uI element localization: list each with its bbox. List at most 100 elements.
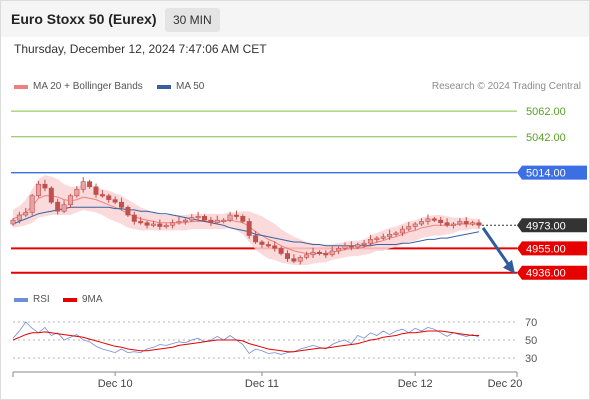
candle-body bbox=[444, 222, 450, 226]
legend-rsi: RSI bbox=[14, 294, 50, 305]
x-tick-label: Dec 11 bbox=[245, 378, 279, 390]
candle bbox=[304, 251, 310, 260]
candle bbox=[10, 218, 16, 226]
candle-body bbox=[355, 244, 361, 248]
candle-body bbox=[304, 254, 310, 258]
candle bbox=[221, 218, 227, 224]
price-tag-label: 5062.00 bbox=[526, 106, 566, 118]
legend-rsi-ma-label: 9MA bbox=[82, 294, 103, 305]
candle-body bbox=[399, 228, 405, 234]
legend-rsi-ma: 9MA bbox=[63, 294, 103, 305]
candle-body bbox=[189, 217, 195, 221]
candle-body bbox=[48, 187, 54, 203]
candle bbox=[176, 216, 182, 225]
rsi-ma-swatch bbox=[63, 297, 77, 302]
timestamp: Thursday, December 12, 2024 7:47:06 AM C… bbox=[14, 42, 267, 56]
candle-body bbox=[246, 221, 252, 236]
candle bbox=[157, 219, 163, 230]
rsi-swatch bbox=[14, 297, 28, 302]
candle bbox=[170, 219, 176, 229]
candle bbox=[425, 214, 431, 225]
candle bbox=[138, 216, 144, 225]
candle bbox=[476, 219, 482, 229]
price-tag-bg bbox=[517, 265, 587, 280]
candle bbox=[202, 214, 208, 223]
price-tag-5042.00: 5042.00 bbox=[526, 132, 566, 144]
projection-arrow bbox=[481, 226, 512, 268]
ma20-line bbox=[12, 195, 479, 254]
candle bbox=[36, 181, 42, 198]
candle-body bbox=[182, 219, 188, 222]
candle-body bbox=[463, 221, 469, 225]
candle bbox=[291, 254, 297, 264]
candle-body bbox=[150, 223, 156, 226]
candle-body bbox=[425, 218, 431, 222]
candle bbox=[272, 241, 278, 252]
candle-body bbox=[93, 186, 99, 195]
candle-body bbox=[112, 199, 118, 203]
x-tick-label: Dec 10 bbox=[98, 378, 133, 390]
candle bbox=[342, 242, 348, 251]
candle-body bbox=[406, 226, 412, 230]
interval-button[interactable]: 30 MIN bbox=[165, 8, 220, 32]
candle-body bbox=[176, 221, 182, 224]
candle bbox=[144, 220, 150, 229]
price-tag-label: 4973.00 bbox=[526, 220, 566, 232]
candle bbox=[23, 207, 29, 217]
candle-body bbox=[374, 237, 380, 240]
header-bar: Euro Stoxx 50 (Eurex) 30 MIN bbox=[1, 1, 589, 37]
candle bbox=[444, 218, 450, 228]
candle-body bbox=[227, 214, 233, 221]
bollinger-band bbox=[13, 175, 479, 265]
candle-body bbox=[99, 194, 105, 197]
candle bbox=[431, 216, 437, 223]
candle-body bbox=[157, 223, 163, 227]
candle-body bbox=[367, 239, 373, 244]
candle bbox=[297, 255, 303, 265]
candle-body bbox=[450, 223, 456, 226]
candle-body bbox=[342, 245, 348, 249]
candle-body bbox=[272, 245, 278, 249]
candle-body bbox=[380, 236, 386, 239]
candle bbox=[125, 205, 131, 217]
candle-body bbox=[476, 222, 482, 226]
candle bbox=[163, 223, 169, 229]
ma50-swatch bbox=[157, 84, 171, 89]
candle-body bbox=[323, 253, 329, 256]
price-tag-4936.00: 4936.00 bbox=[517, 265, 587, 280]
candle bbox=[253, 231, 259, 244]
candle-body bbox=[240, 215, 246, 222]
candle-body bbox=[23, 212, 29, 216]
candle-body bbox=[16, 214, 22, 221]
candle bbox=[399, 225, 405, 237]
candle bbox=[380, 233, 386, 241]
candle bbox=[42, 179, 48, 192]
candle-body bbox=[348, 245, 354, 248]
candle-body bbox=[208, 219, 214, 224]
x-tick-label: Dec 12 bbox=[398, 378, 433, 390]
candle bbox=[387, 229, 393, 241]
candle bbox=[61, 200, 67, 214]
candle-body bbox=[10, 219, 16, 225]
candle bbox=[106, 193, 112, 203]
candle-body bbox=[42, 183, 48, 189]
candle bbox=[112, 196, 118, 205]
candle bbox=[182, 218, 188, 225]
rsi-ma-line bbox=[12, 330, 479, 353]
rsi-line bbox=[12, 321, 480, 355]
candle bbox=[329, 246, 335, 257]
candle bbox=[214, 215, 220, 225]
candle bbox=[419, 218, 425, 226]
candle bbox=[367, 234, 373, 246]
candle-body bbox=[393, 232, 399, 235]
candle bbox=[93, 183, 99, 198]
projection-arrowhead bbox=[503, 259, 515, 274]
candle bbox=[233, 210, 239, 220]
candle bbox=[406, 222, 412, 232]
candle-body bbox=[202, 215, 208, 221]
price-tag-label: 5014.00 bbox=[526, 168, 566, 180]
candle bbox=[29, 193, 35, 216]
candle-body bbox=[438, 219, 444, 224]
legend-ma50-label: MA 50 bbox=[176, 81, 205, 92]
